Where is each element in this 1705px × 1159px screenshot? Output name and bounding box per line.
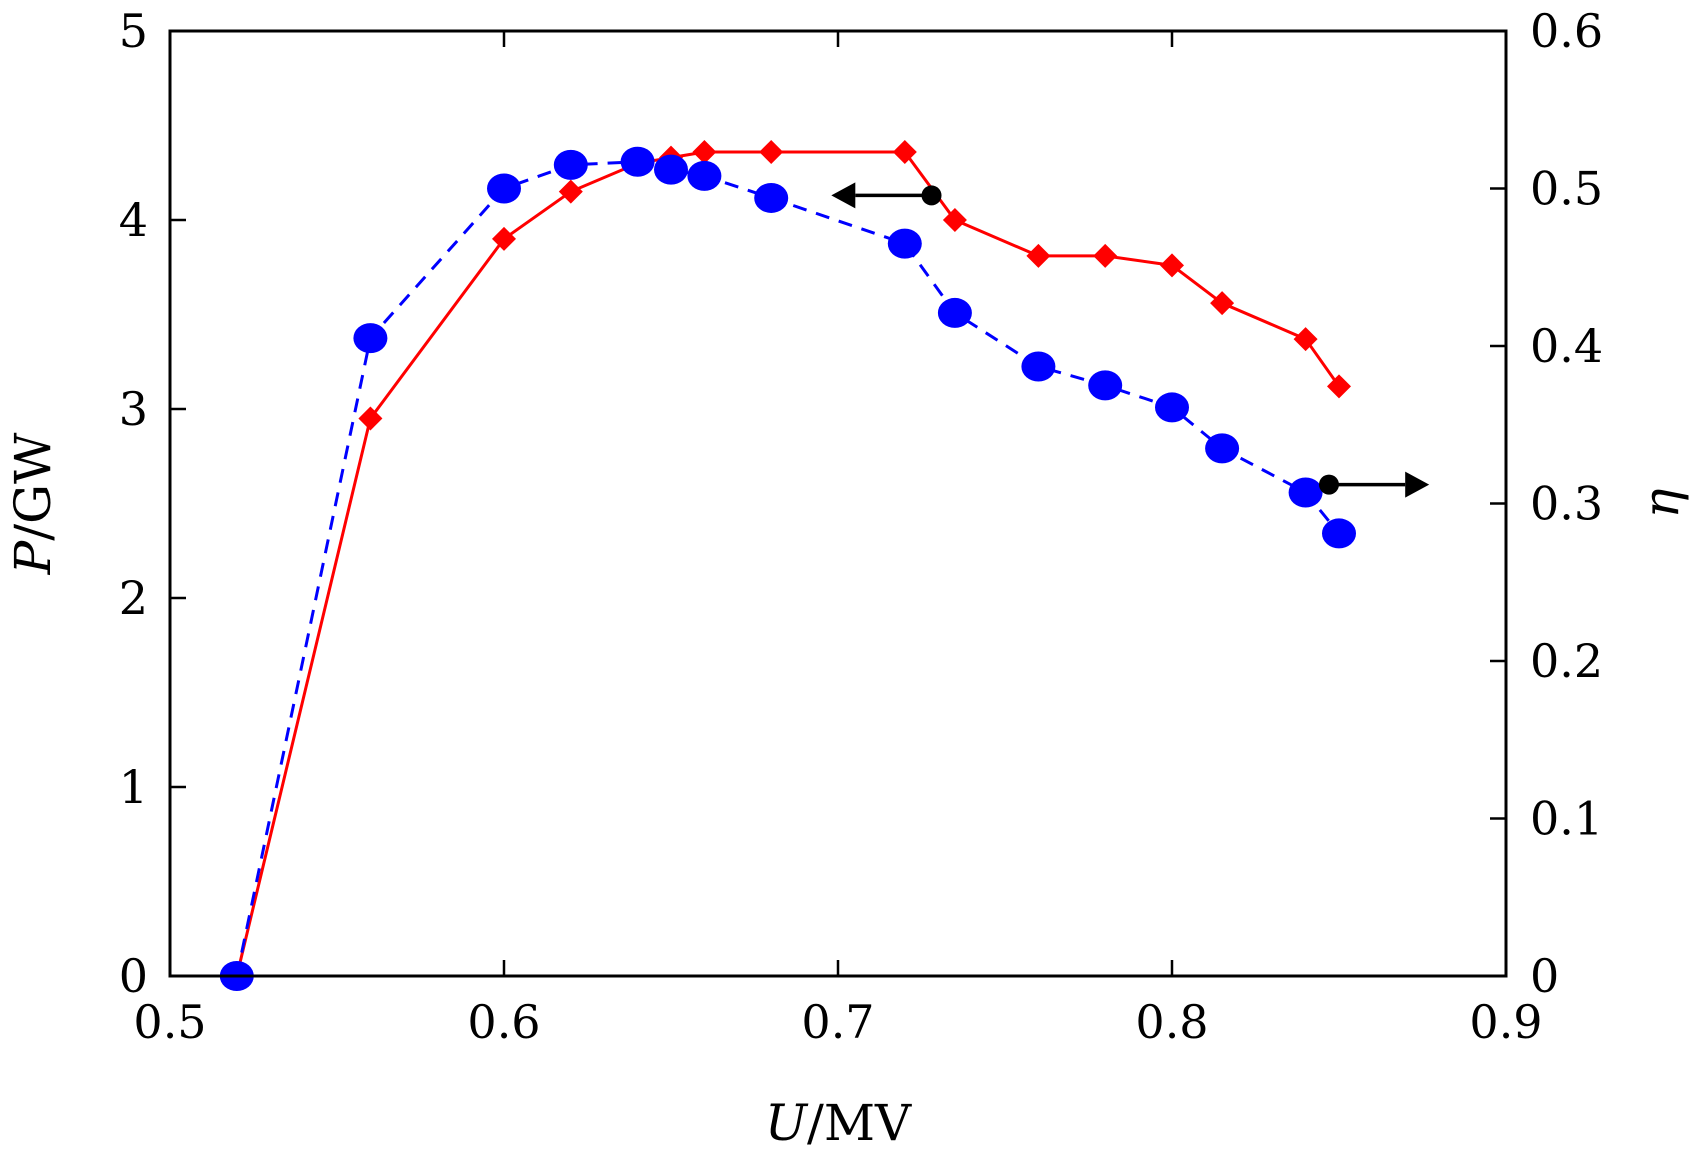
series-1-point: [692, 139, 717, 164]
series-2-point: [1288, 477, 1323, 508]
arrow-head: [1405, 471, 1430, 498]
series-layer: [219, 139, 1356, 991]
series-1-point: [558, 179, 583, 204]
y-right-tick-label: 0: [1530, 949, 1559, 1003]
y-left-tick-label: 4: [119, 193, 148, 247]
x-axis-label-var: U: [765, 1094, 809, 1152]
x-tick-label: 0.5: [133, 995, 206, 1049]
series-2-point: [1021, 351, 1056, 382]
y-right-tick-label: 0.3: [1530, 477, 1603, 531]
y-right-tick-label: 0.6: [1530, 4, 1603, 58]
arrow-origin-dot: [921, 185, 942, 206]
y-axis-left-label: P/GW: [4, 432, 62, 575]
y-right-tick-label: 0.2: [1530, 634, 1603, 688]
y-right-tick-label: 0.5: [1530, 162, 1603, 216]
series-2-point: [887, 228, 922, 259]
arrow-head: [831, 182, 856, 209]
y-left-tick-label: 2: [119, 571, 148, 625]
series-2-point: [553, 149, 588, 180]
annotations-layer: [831, 182, 1430, 498]
x-axis-label: U/MV: [765, 1094, 912, 1152]
series-1-point: [892, 139, 917, 164]
y-axis-right-label: η: [1632, 488, 1690, 518]
series-2-point: [754, 182, 789, 213]
y-left-tick-label: 3: [119, 382, 148, 436]
series-2-point: [937, 297, 972, 328]
x-tick-label: 0.7: [801, 995, 874, 1049]
series-1-point: [1327, 374, 1351, 399]
series-2-point: [654, 154, 688, 185]
y-left-tick-label: 0: [119, 949, 148, 1003]
series-1-point: [942, 208, 967, 232]
series-2-point: [1322, 518, 1356, 549]
series-1-point: [1293, 327, 1318, 352]
y-axis-right-label-var: η: [1632, 488, 1690, 518]
series-2-point: [1205, 433, 1240, 464]
series-2-point: [353, 323, 388, 354]
series-1-line: [235, 150, 1341, 977]
x-tick-label: 0.6: [467, 995, 540, 1049]
series-2-point: [1155, 392, 1189, 423]
series-1-point: [1160, 253, 1184, 278]
series-1-point: [1026, 243, 1051, 268]
y-axis-left-label-var: P: [4, 539, 62, 575]
y-right-tick-label: 0.1: [1530, 792, 1603, 846]
y-right-tick-label: 0.4: [1530, 319, 1603, 373]
x-tick-label: 0.9: [1469, 995, 1542, 1049]
arrow-origin-dot: [1318, 474, 1339, 495]
series-1-point: [492, 226, 516, 251]
series-2-point: [1088, 370, 1123, 401]
x-axis-label-unit: /MV: [807, 1094, 912, 1152]
x-tick-label: 0.8: [1135, 995, 1208, 1049]
series-2-line: [235, 160, 1341, 977]
series-1-point: [1093, 243, 1118, 268]
series-2-point: [687, 160, 722, 191]
series-1-point: [1210, 291, 1235, 316]
series-1-point: [759, 139, 784, 164]
y-axis-left-label-unit: /GW: [4, 432, 62, 541]
series-1-point: [358, 406, 383, 431]
series-2-point: [487, 173, 521, 204]
series-2-point: [620, 146, 655, 177]
y-left-tick-label: 5: [119, 4, 148, 58]
y-left-tick-label: 1: [119, 760, 148, 814]
